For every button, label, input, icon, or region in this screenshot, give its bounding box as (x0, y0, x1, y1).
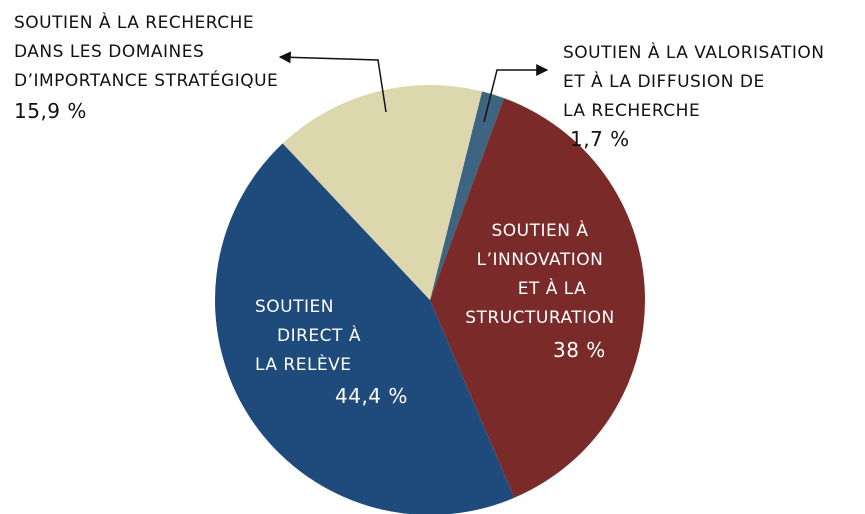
arrow (278, 51, 387, 113)
value-label: 38 % (553, 338, 606, 362)
pie-slice (215, 143, 515, 514)
arrow (483, 64, 549, 123)
slice-label: SOUTIEN À L’INNOVATION ET À LA STRUCTURATIO… (465, 219, 615, 328)
value-label: 44,4 % (335, 384, 408, 408)
pie-slice (430, 91, 504, 301)
slice-label: SOUTIEN À LA RECHERCHE DANS LES DOMAINES D… (14, 11, 278, 91)
pie-slice (282, 84, 483, 300)
pie-slice (430, 98, 645, 498)
slice-label: SOUTIEN À LA VALORISATION ET À LA DIFFUSI… (563, 41, 824, 121)
value-label: 15,9 % (14, 99, 87, 123)
slice-label: SOUTIEN DIRECT À LA RELÈVE (255, 297, 361, 375)
pie (215, 84, 645, 514)
value-label: 1,7 % (570, 127, 630, 151)
